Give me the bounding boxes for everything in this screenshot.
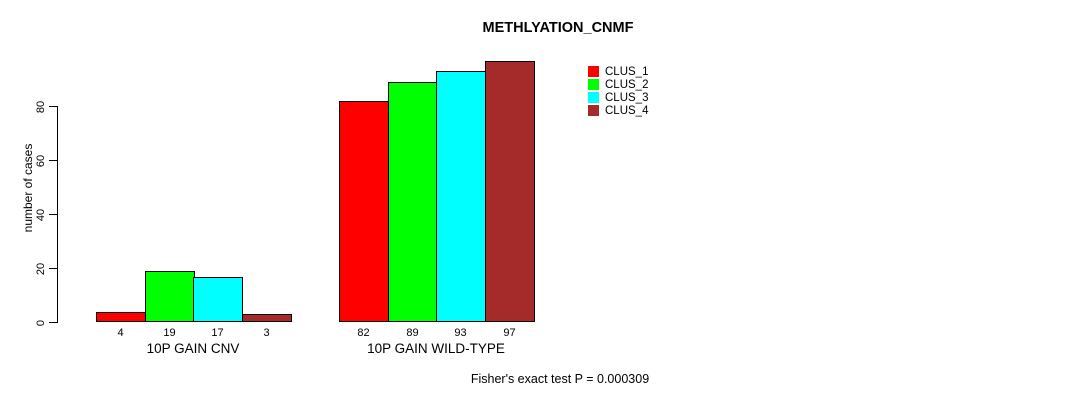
bar-value-label: 4 bbox=[117, 327, 124, 339]
y-axis-line bbox=[57, 106, 58, 323]
legend-swatch-clus-3 bbox=[588, 92, 599, 103]
bar-value-label: 3 bbox=[263, 327, 270, 339]
bar-value-label: 97 bbox=[503, 327, 516, 339]
bar-value-label: 82 bbox=[357, 327, 370, 339]
x-axis-group-label: 10P GAIN WILD-TYPE bbox=[367, 341, 505, 356]
y-axis-tick-label: 80 bbox=[35, 100, 47, 113]
legend-swatch-clus-4 bbox=[588, 105, 599, 116]
bar-clus_4-group2 bbox=[485, 60, 535, 323]
y-axis-tick bbox=[49, 214, 57, 215]
legend-label: CLUS_3 bbox=[605, 91, 649, 104]
bar-clus_3-group1 bbox=[193, 276, 243, 323]
fisher-test-note: Fisher's exact test P = 0.000309 bbox=[470, 372, 650, 386]
bar-clus_1-group2 bbox=[339, 101, 389, 323]
legend-item: CLUS_1 bbox=[588, 65, 648, 78]
legend-swatch-clus-2 bbox=[588, 79, 599, 90]
bar-clus_3-group2 bbox=[436, 71, 486, 323]
legend-swatch-clus-1 bbox=[588, 66, 599, 77]
legend-item: CLUS_4 bbox=[588, 104, 648, 117]
bar-value-label: 17 bbox=[211, 327, 224, 339]
y-axis-title: number of cases bbox=[21, 143, 35, 233]
y-axis-tick bbox=[49, 160, 57, 161]
bar-clus_1-group1 bbox=[96, 311, 146, 323]
y-axis-tick-label: 60 bbox=[35, 154, 47, 167]
legend-label: CLUS_1 bbox=[605, 65, 649, 78]
legend: CLUS_1 CLUS_2 CLUS_3 CLUS_4 bbox=[588, 65, 648, 117]
y-axis-tick-label: 40 bbox=[35, 208, 47, 221]
y-axis-tick bbox=[49, 322, 57, 323]
bar-value-label: 19 bbox=[163, 327, 176, 339]
legend-item: CLUS_3 bbox=[588, 91, 648, 104]
legend-item: CLUS_2 bbox=[588, 78, 648, 91]
bar-clus_4-group1 bbox=[242, 314, 292, 323]
bar-clus_2-group2 bbox=[388, 82, 438, 323]
y-axis-tick bbox=[49, 268, 57, 269]
y-axis-tick bbox=[49, 106, 57, 107]
chart-title: METHLYATION_CNMF bbox=[482, 20, 634, 36]
x-axis-group-label: 10P GAIN CNV bbox=[146, 341, 240, 356]
y-axis-tick-label: 0 bbox=[35, 319, 47, 326]
legend-label: CLUS_2 bbox=[605, 78, 649, 91]
bar-clus_2-group1 bbox=[145, 271, 195, 323]
bar-value-label: 89 bbox=[406, 327, 419, 339]
y-axis-tick-label: 20 bbox=[35, 262, 47, 275]
legend-label: CLUS_4 bbox=[605, 104, 649, 117]
bar-value-label: 93 bbox=[454, 327, 467, 339]
